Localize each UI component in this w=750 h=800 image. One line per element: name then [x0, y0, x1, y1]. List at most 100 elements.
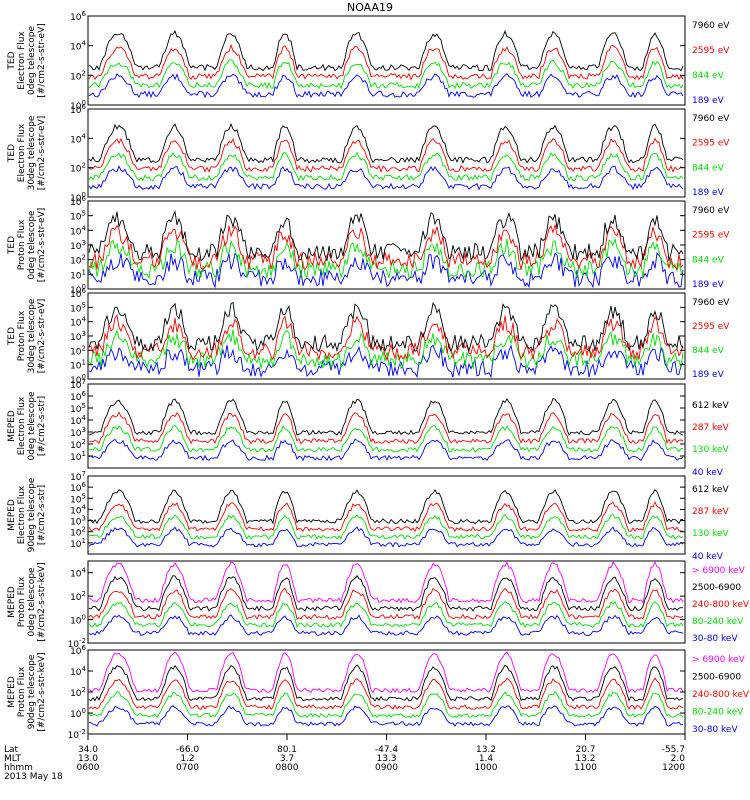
legend-entry: 7960 eV	[692, 21, 730, 31]
legend-entry: 189 eV	[692, 188, 725, 198]
x-tick-label: 13.2	[476, 745, 496, 755]
y-axis-label: MEPED Electron Flux 90deg telescope [#/cm2-…	[7, 477, 47, 552]
panel-8: 10-2 100 102 104 106 MEPED Proton Flux 90deg te…	[7, 644, 750, 741]
x-tick-label: 0800	[276, 763, 299, 773]
y-tick-label: 103	[70, 515, 86, 528]
y-label-line: TED	[7, 51, 17, 70]
y-axis-label: TED Electron Flux 30deg telescope [#/cm2-s-…	[7, 115, 47, 190]
trace-2595-ev	[88, 137, 684, 174]
y-tick-label: 100	[70, 614, 86, 627]
legend-entry: 240-800 keV	[692, 690, 750, 700]
y-label-line: [#/cm2-s-str-keV]	[37, 562, 47, 641]
trace-287-kev	[88, 500, 683, 533]
y-tick-label: 104	[70, 665, 86, 678]
y-tick-label: 106	[70, 103, 86, 116]
legend-entry: 287 keV	[692, 423, 729, 433]
trace-189-ev	[88, 252, 684, 289]
legend-entry: 30-80 keV	[692, 725, 738, 735]
y-label-line: Electron Flux	[17, 485, 27, 544]
x-tick-label: 0600	[77, 763, 100, 773]
legend-entry: 2595 eV	[692, 46, 730, 56]
y-tick-label: 106	[70, 195, 86, 208]
trace-240-800-kev	[88, 587, 684, 620]
trace-287-kev	[88, 411, 684, 445]
y-axis-label: TED Proton Flux 30deg telescope [#/cm2-s-st…	[7, 298, 47, 373]
panel-frame	[87, 649, 686, 735]
legend-entry: 2595 eV	[692, 322, 730, 332]
y-tick-label: 107	[70, 378, 86, 391]
trace-2595-ev	[88, 224, 684, 271]
x-tick-label: -66.0	[176, 745, 200, 755]
legend-entry: 844 eV	[692, 163, 725, 173]
x-tick-label: 2.0	[671, 754, 686, 764]
y-tick-label: 102	[70, 344, 86, 357]
legend-entry: 189 eV	[692, 96, 725, 106]
legend-entry: 612 keV	[692, 485, 729, 495]
y-label-line: Proton Flux	[17, 576, 27, 627]
legend-entry: 2500-6900	[692, 673, 741, 683]
panel-frame	[87, 15, 686, 106]
x-tick-label: 0900	[375, 763, 398, 773]
trace-80-240-kev	[88, 691, 684, 719]
y-axis-label: TED Proton Flux 0deg telescope [#/cm2-s-str…	[7, 208, 47, 283]
trace-80-240-kev	[88, 601, 684, 629]
y-tick-label: 104	[70, 224, 86, 237]
legend-entry: 612 keV	[692, 401, 729, 411]
y-tick-label: 10-2	[68, 728, 86, 741]
y-tick-label: 100	[70, 373, 86, 386]
trace-2500-6900	[88, 664, 684, 702]
y-label-line: [#/cm2-s-str-eV]	[37, 208, 47, 283]
y-tick-label: 100	[70, 707, 86, 720]
y-tick-label: 102	[70, 254, 86, 267]
trace-844-ev	[88, 59, 684, 90]
legend-entry: 287 keV	[692, 507, 729, 517]
y-tick-label: 104	[70, 40, 86, 53]
x-date-label: 2013 May 18	[4, 772, 63, 782]
trace-2500-6900	[88, 574, 684, 612]
trace-130-kev	[88, 513, 684, 540]
y-tick-label: 101	[70, 359, 86, 372]
y-tick-label: 101	[70, 537, 86, 550]
x-tick-label: 80.1	[277, 745, 297, 755]
y-tick-label: 100	[70, 283, 86, 296]
y-tick-label: 106	[70, 10, 86, 23]
legend-entry: 80-240 keV	[692, 617, 744, 627]
legend-entry: > 6900 keV	[692, 655, 746, 665]
y-tick-label: 102	[70, 590, 86, 603]
y-label-line: TED	[7, 144, 17, 163]
y-tick-label: 103	[70, 426, 86, 439]
y-tick-label: 103	[70, 239, 86, 252]
trace-189-ev	[88, 72, 684, 99]
trace-2595-ev	[88, 314, 684, 362]
panel-2: 100 102 104 106 TED Electron Flux 30deg telesc…	[7, 103, 730, 204]
y-tick-label: 101	[70, 268, 86, 281]
y-axis-label: MEPED Proton Flux 0deg telescope [#/cm2-s-s…	[7, 562, 47, 641]
y-label-line: 30deg telescope	[27, 298, 37, 373]
legend-entry: 130 keV	[692, 529, 729, 539]
trace-30-80-kev	[88, 614, 684, 636]
trace-130-kev	[89, 424, 684, 453]
y-tick-label: 105	[70, 402, 86, 415]
panel-7: 10-2 100 102 104 MEPED Proton Flux 0deg telesc…	[7, 560, 750, 650]
y-label-line: Electron Flux	[17, 31, 27, 90]
trace-189-ev	[88, 344, 684, 379]
x-row-label: Lat	[4, 745, 19, 755]
y-label-line: Electron Flux	[17, 396, 27, 455]
trace-612-kev	[88, 398, 684, 436]
y-tick-label: 102	[70, 686, 86, 699]
legend-entry: 7960 eV	[692, 298, 730, 308]
trace--6900-kev	[88, 651, 684, 694]
legend-entry: 240-800 keV	[692, 600, 750, 610]
trace-2595-ev	[88, 43, 684, 81]
panel-frame	[87, 475, 686, 555]
legend-entry: 189 eV	[692, 370, 725, 380]
y-label-line: [#/cm2-s-str-eV]	[37, 299, 47, 374]
trace-30-80-kev	[88, 704, 684, 727]
panel-1: 100 102 104 106 TED Electron Flux 0deg telesco…	[7, 10, 730, 112]
legend-entry: 2595 eV	[692, 231, 730, 241]
trace-612-kev	[89, 488, 684, 525]
trace-7960-ev	[88, 122, 684, 164]
